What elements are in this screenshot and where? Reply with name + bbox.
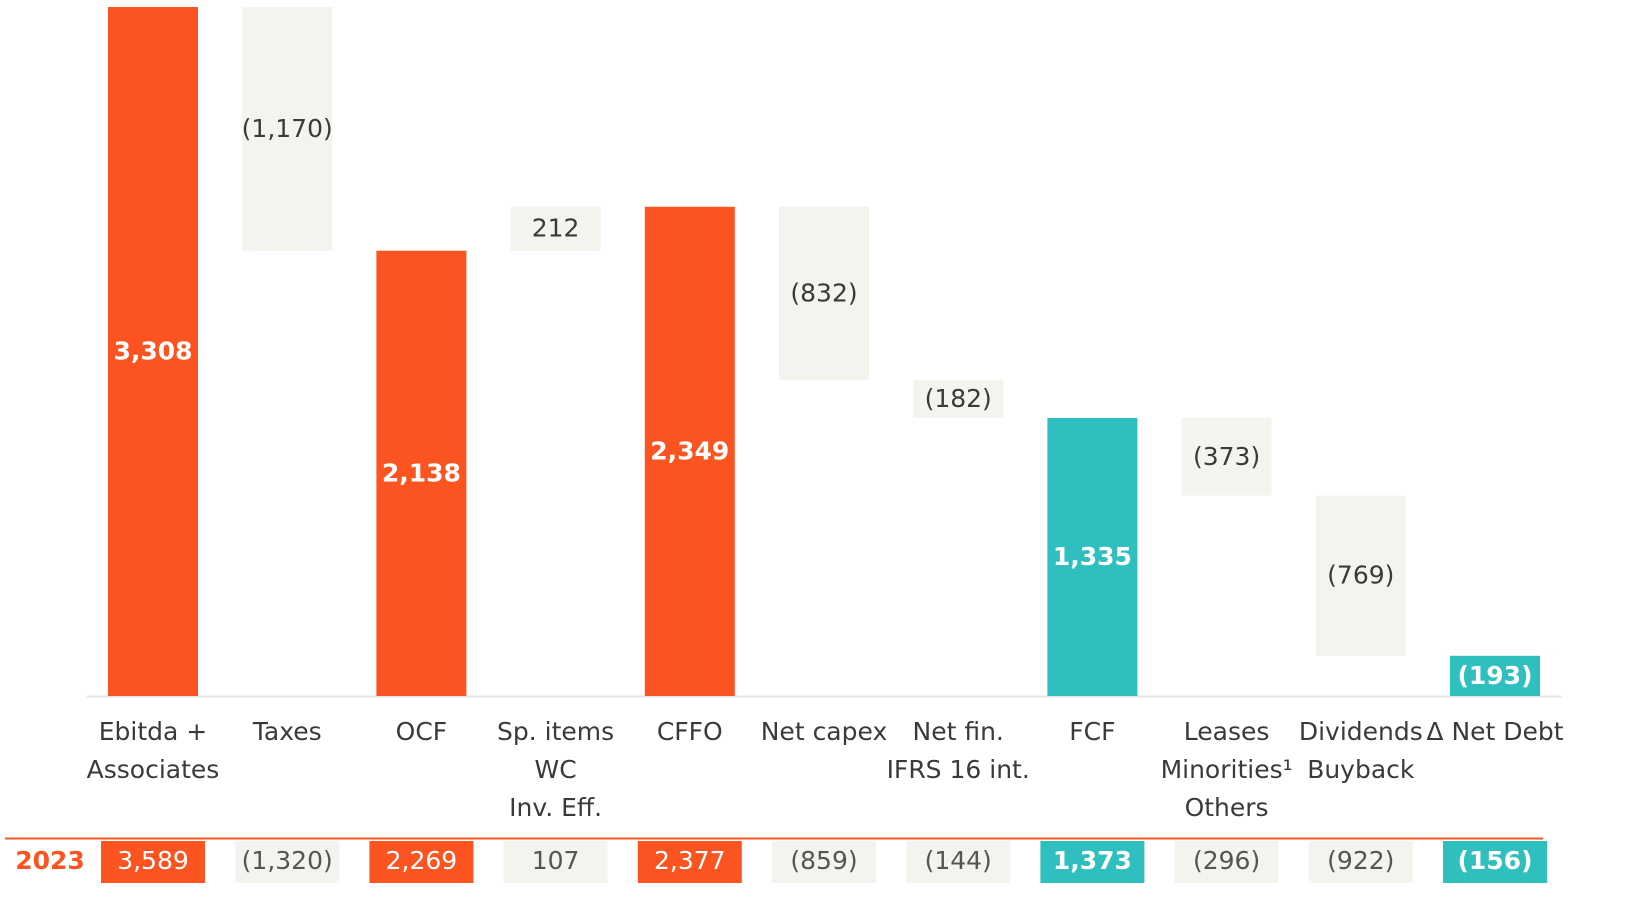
comparison-label: 2,269 bbox=[386, 846, 458, 875]
bar bbox=[1450, 655, 1540, 696]
comparison-cell bbox=[1174, 841, 1279, 883]
bar bbox=[242, 7, 333, 251]
value-label: (182) bbox=[925, 384, 992, 413]
comparison-cell bbox=[772, 841, 876, 883]
value-label: (769) bbox=[1327, 561, 1394, 590]
comparison-cell bbox=[1308, 841, 1413, 883]
value-label: 3,308 bbox=[113, 337, 192, 366]
comparison-cell bbox=[503, 841, 608, 883]
comparison-cell bbox=[906, 841, 1011, 883]
comparison-label: 2,377 bbox=[654, 846, 726, 875]
bar bbox=[510, 206, 601, 251]
x-tick-label: Net fin. bbox=[913, 717, 1004, 746]
bar bbox=[644, 206, 735, 696]
x-tick-label: Others bbox=[1185, 793, 1269, 822]
comparison-label: (144) bbox=[925, 846, 992, 875]
x-tick-label: WC bbox=[535, 755, 577, 784]
comparison-cell bbox=[1443, 841, 1547, 883]
comparison-cell bbox=[101, 841, 205, 883]
comparison-label: 107 bbox=[532, 846, 580, 875]
comparison-label: (156) bbox=[1457, 846, 1532, 875]
x-tick-label: Inv. Eff. bbox=[509, 793, 602, 822]
comparison-cell bbox=[369, 841, 474, 883]
x-tick-label: Minorities¹ bbox=[1161, 755, 1293, 784]
x-tick-label: Taxes bbox=[252, 717, 322, 746]
x-tick-label: Buyback bbox=[1307, 755, 1415, 784]
bar bbox=[913, 380, 1004, 418]
value-label: 212 bbox=[532, 214, 580, 243]
comparison-label: (1,320) bbox=[242, 846, 333, 875]
bar bbox=[779, 206, 869, 381]
comparison-label: (296) bbox=[1193, 846, 1260, 875]
value-label: 1,335 bbox=[1053, 542, 1132, 571]
value-label: (832) bbox=[790, 278, 857, 307]
value-label: 2,138 bbox=[382, 458, 461, 487]
comparison-label: 3,589 bbox=[117, 846, 189, 875]
comparison-label: 1,373 bbox=[1053, 846, 1132, 875]
x-tick-label: CFFO bbox=[657, 717, 723, 746]
x-tick-label: Dividends bbox=[1299, 717, 1423, 746]
comparison-label: (922) bbox=[1327, 846, 1394, 875]
x-tick-label: FCF bbox=[1069, 717, 1115, 746]
value-label: (193) bbox=[1457, 661, 1532, 690]
bar bbox=[1315, 495, 1406, 656]
x-tick-label: Leases bbox=[1184, 717, 1270, 746]
x-tick-label: IFRS 16 int. bbox=[887, 755, 1030, 784]
comparison-cell bbox=[1040, 841, 1145, 883]
x-tick-label: Net capex bbox=[761, 717, 888, 746]
x-tick-label: Δ Net Debt bbox=[1426, 717, 1563, 746]
comparison-cell bbox=[235, 841, 340, 883]
comparison-label: (859) bbox=[790, 846, 857, 875]
x-tick-label: OCF bbox=[396, 717, 448, 746]
x-tick-label: Sp. items bbox=[497, 717, 614, 746]
value-label: (373) bbox=[1193, 442, 1260, 471]
comparison-cell bbox=[637, 841, 742, 883]
bar bbox=[376, 250, 467, 696]
row-label: 2023 bbox=[15, 846, 85, 875]
value-label: 2,349 bbox=[650, 436, 729, 465]
bar bbox=[1181, 417, 1272, 496]
bar bbox=[1047, 417, 1138, 696]
bar bbox=[108, 7, 198, 697]
value-label: (1,170) bbox=[242, 114, 333, 143]
x-tick-label: Ebitda + bbox=[99, 717, 208, 746]
x-tick-label: Associates bbox=[87, 755, 220, 784]
